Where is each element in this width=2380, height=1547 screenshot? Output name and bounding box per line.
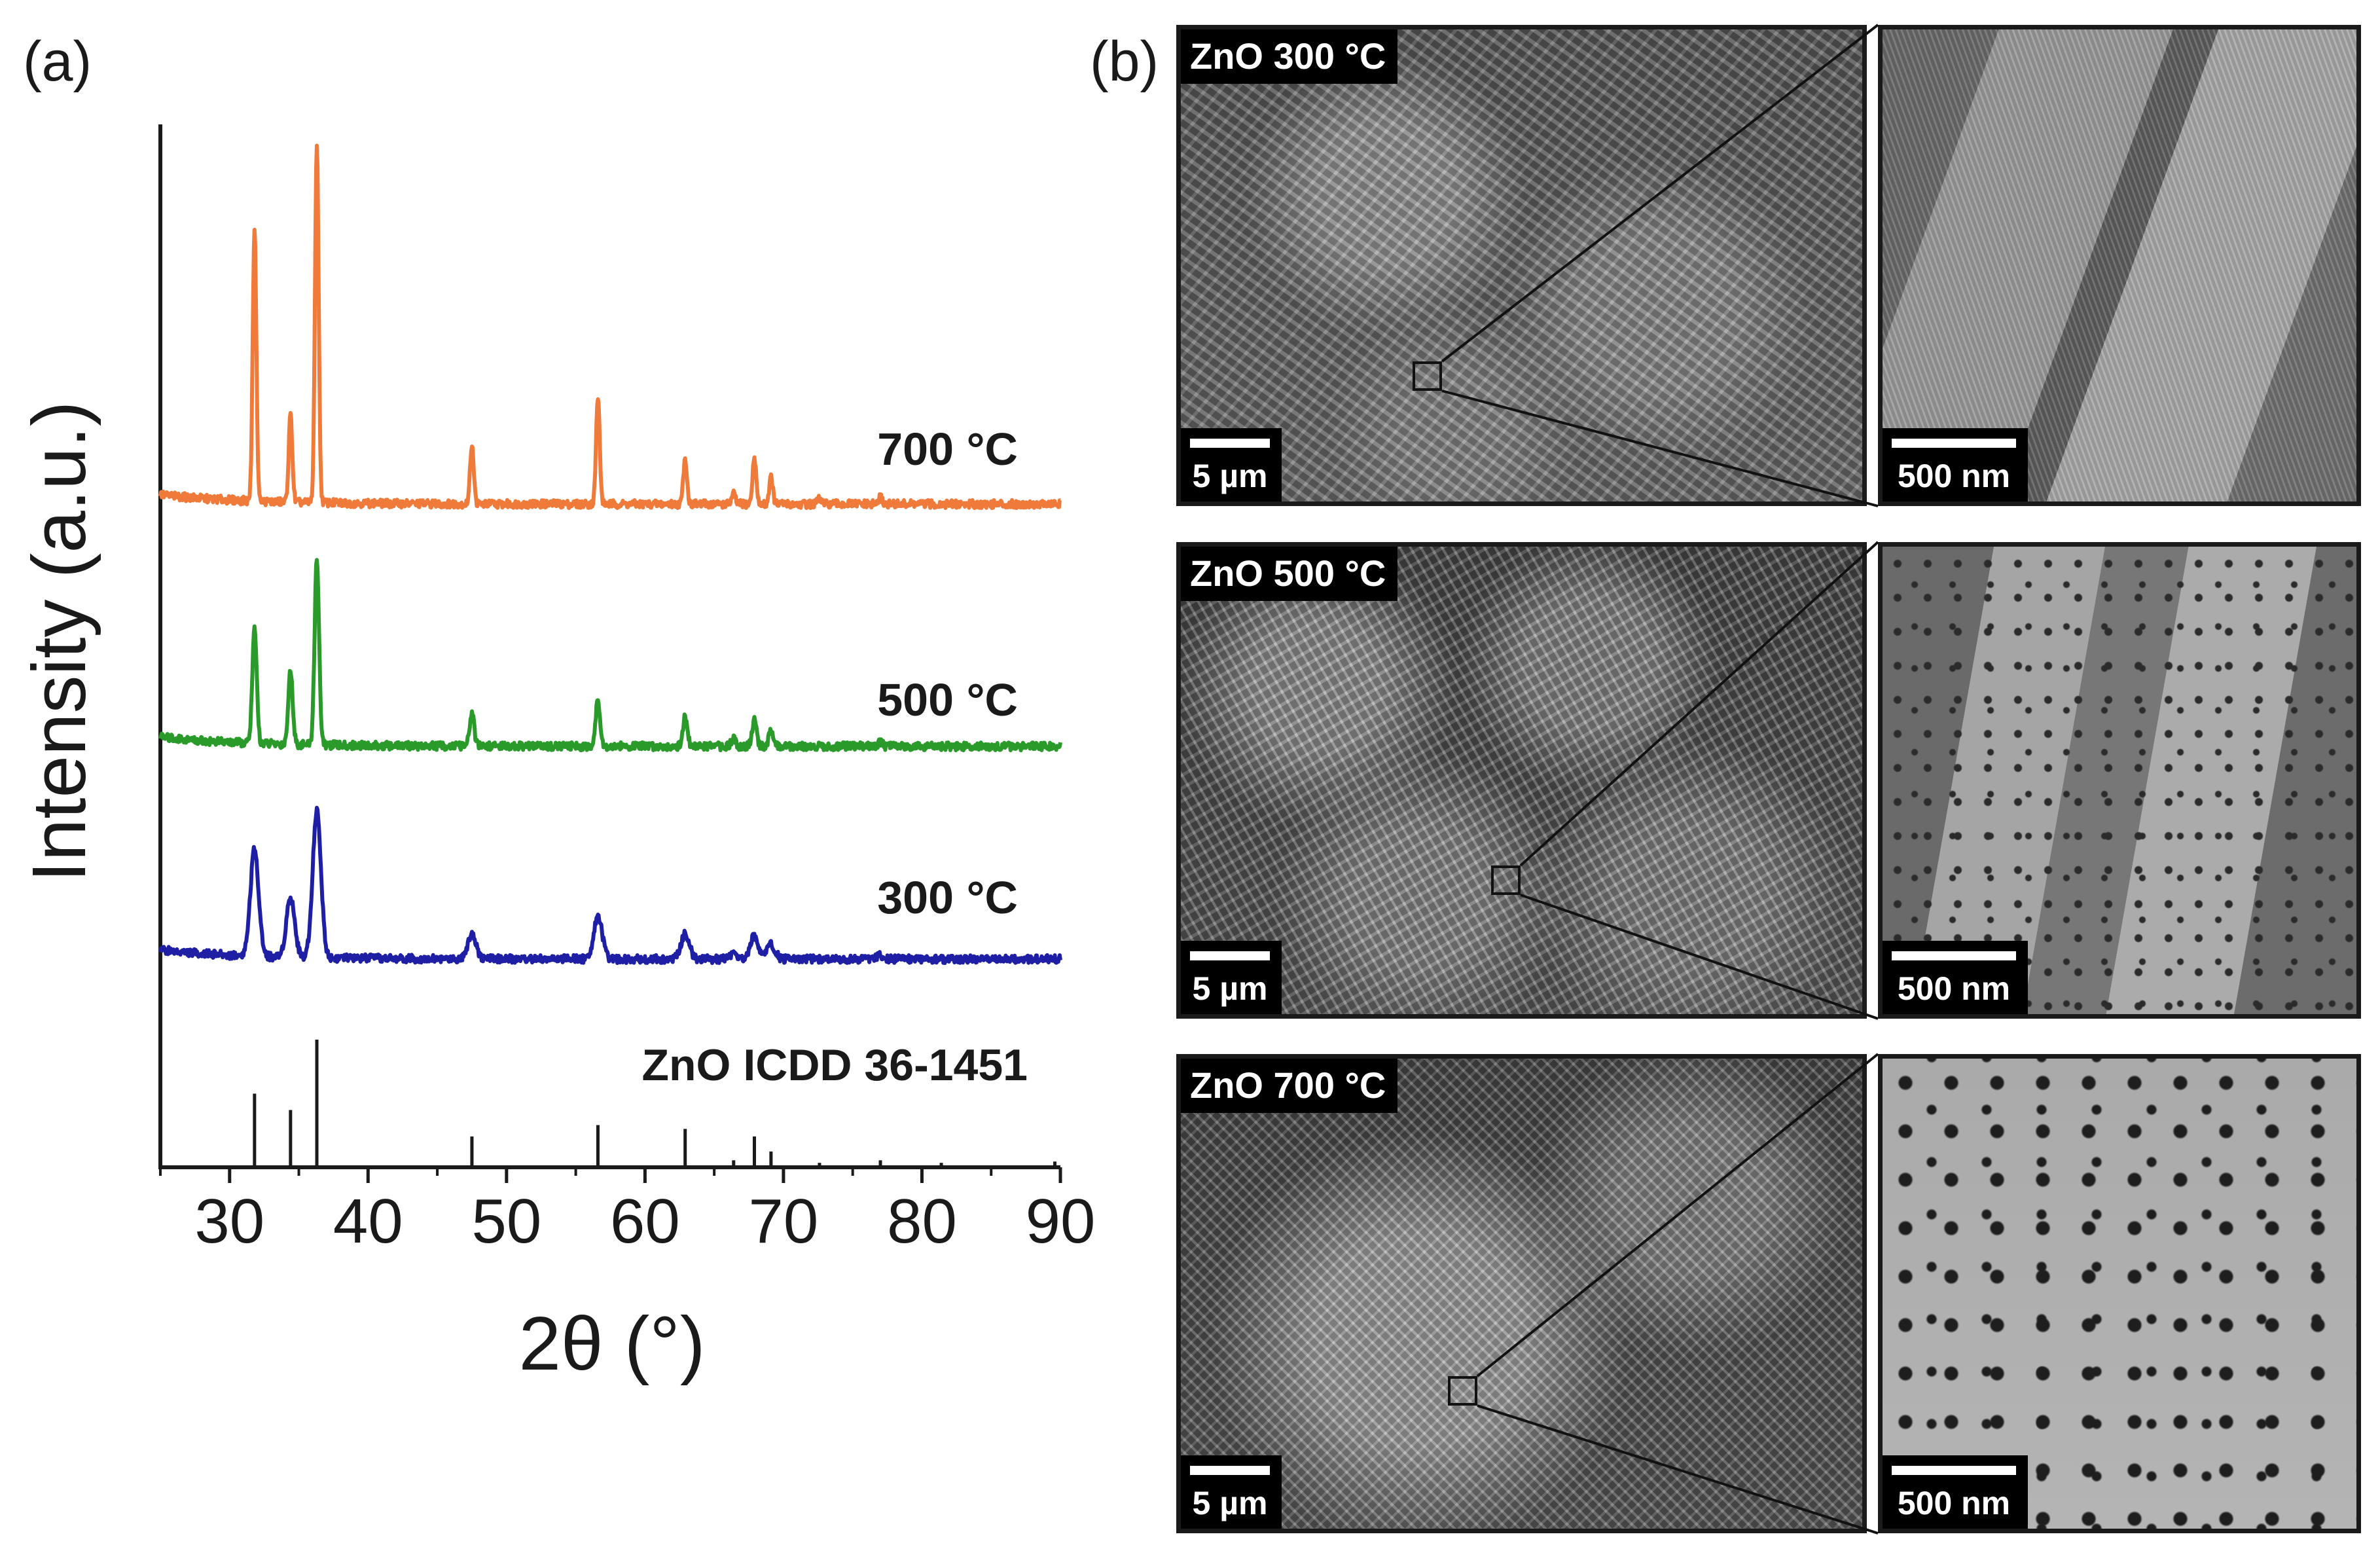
sem-zoom-texture	[1883, 1059, 2356, 1529]
x-tick-label: 50	[471, 1186, 541, 1256]
zoom-selection-box	[1413, 361, 1442, 391]
scale-bar-text: 500 nm	[1897, 458, 2011, 494]
scale-bar-zoom: 500 nm	[1883, 428, 2028, 501]
scale-bar-line	[1892, 439, 2016, 448]
reference-label: ZnO ICDD 36-1451	[641, 1040, 1028, 1090]
x-tick-label: 70	[749, 1186, 819, 1256]
x-tick-label: 90	[1026, 1186, 1096, 1256]
sem-zoom-texture	[1883, 547, 2356, 1014]
x-axis-label: 2θ (°)	[519, 1301, 706, 1386]
scale-bar-text: 5 µm	[1192, 1485, 1268, 1521]
scale-bar-overview: 5 µm	[1181, 941, 1282, 1014]
zoom-selection-box	[1448, 1376, 1477, 1406]
sem-overview-image: ZnO 300 °C 5 µm	[1176, 25, 1867, 506]
scale-bar-zoom: 500 nm	[1883, 941, 2028, 1014]
series-label: 300 °C	[877, 872, 1018, 923]
scale-bar-zoom: 500 nm	[1883, 1455, 2028, 1529]
scale-bar-text: 500 nm	[1897, 970, 2011, 1007]
scale-bar-line	[1190, 1466, 1270, 1475]
scale-bar-overview: 5 µm	[1181, 428, 1282, 501]
zoom-selection-box	[1491, 865, 1521, 895]
scale-bar-line	[1892, 951, 2016, 960]
xrd-chart: 30 40 50 60 70 80 90 2θ (°) Intensity (a.u.) 700…	[16, 124, 1095, 1386]
sem-title: ZnO 300 °C	[1181, 29, 1398, 84]
scale-bar-text: 5 µm	[1192, 458, 1268, 494]
xrd-labels-group: 700 °C 500 °C 300 °C ZnO ICDD 36-1451	[641, 424, 1028, 1090]
series-label: 500 °C	[877, 674, 1018, 725]
scale-bar-text: 500 nm	[1897, 1485, 2011, 1521]
series-label: 700 °C	[877, 424, 1018, 475]
sem-zoom-texture	[1883, 29, 2356, 501]
xrd-series-line-700C	[158, 143, 1062, 511]
scale-bar-line	[1190, 951, 1270, 960]
sem-texture	[1181, 547, 1862, 1014]
sem-overview-image: ZnO 700 °C 5 µm	[1176, 1054, 1867, 1533]
scale-bar-text: 5 µm	[1192, 970, 1268, 1007]
sem-title: ZnO 500 °C	[1181, 547, 1398, 601]
sem-texture	[1181, 29, 1862, 501]
sem-zoom-image: 500 nm	[1878, 1054, 2361, 1533]
xrd-series-group	[158, 143, 1062, 965]
xrd-axes: 30 40 50 60 70 80 90 2θ (°) Intensity (a.u.)	[16, 124, 1095, 1386]
scale-bar-line	[1190, 439, 1270, 448]
panel-label-b: (b)	[1090, 30, 1159, 93]
panel-label-a: (a)	[23, 30, 92, 93]
x-tick-label: 40	[333, 1186, 403, 1256]
sem-title: ZnO 700 °C	[1181, 1059, 1398, 1113]
sem-texture	[1181, 1059, 1862, 1529]
scale-bar-line	[1892, 1466, 2016, 1475]
y-axis-label: Intensity (a.u.)	[16, 401, 101, 883]
x-tick-label: 80	[887, 1186, 957, 1256]
sem-overview-image: ZnO 500 °C 5 µm	[1176, 542, 1867, 1019]
x-tick-label: 60	[610, 1186, 680, 1256]
xrd-series-line-300C	[158, 805, 1062, 965]
sem-zoom-image: 500 nm	[1878, 25, 2361, 506]
xrd-series-line-500C	[158, 558, 1062, 753]
x-tick-label: 30	[194, 1186, 264, 1256]
scale-bar-overview: 5 µm	[1181, 1455, 1282, 1529]
xrd-reference-group	[253, 1040, 1057, 1165]
sem-zoom-image: 500 nm	[1878, 542, 2361, 1019]
